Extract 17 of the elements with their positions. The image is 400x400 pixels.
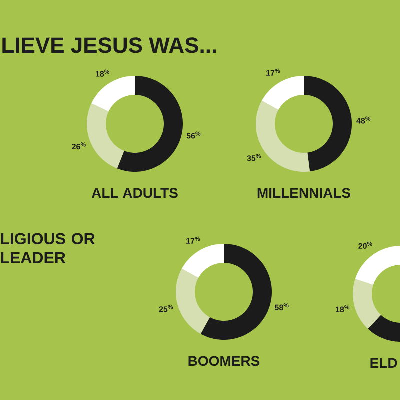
data-label: 26$^{%}$ xyxy=(72,142,86,150)
text: ALL ADULTS xyxy=(92,188,178,198)
text: LIEVE JESUS WAS... xyxy=(2,38,216,54)
data-label: 35$^{%}$ xyxy=(247,154,262,162)
data-label: 48$^{%}$ xyxy=(356,116,371,124)
data-label: 25$^{%}$ xyxy=(159,305,174,312)
data-label: 20$^{%}$ xyxy=(358,242,372,249)
data-label: 17$^{%}$ xyxy=(186,236,200,244)
data-label: 18$^{%}$ xyxy=(96,70,110,77)
text: MILLENNIALS xyxy=(258,188,351,198)
data-label: 56$^{%}$ xyxy=(186,132,201,139)
text: LIGIOUS OR LEADER xyxy=(1,233,95,264)
text: BOOMERS xyxy=(188,356,260,366)
data-label: 18$^{%}$ xyxy=(336,305,350,312)
text: ELD xyxy=(370,358,398,368)
data-label: 17$^{%}$ xyxy=(266,68,280,76)
data-label: 58$^{%}$ xyxy=(275,303,289,310)
